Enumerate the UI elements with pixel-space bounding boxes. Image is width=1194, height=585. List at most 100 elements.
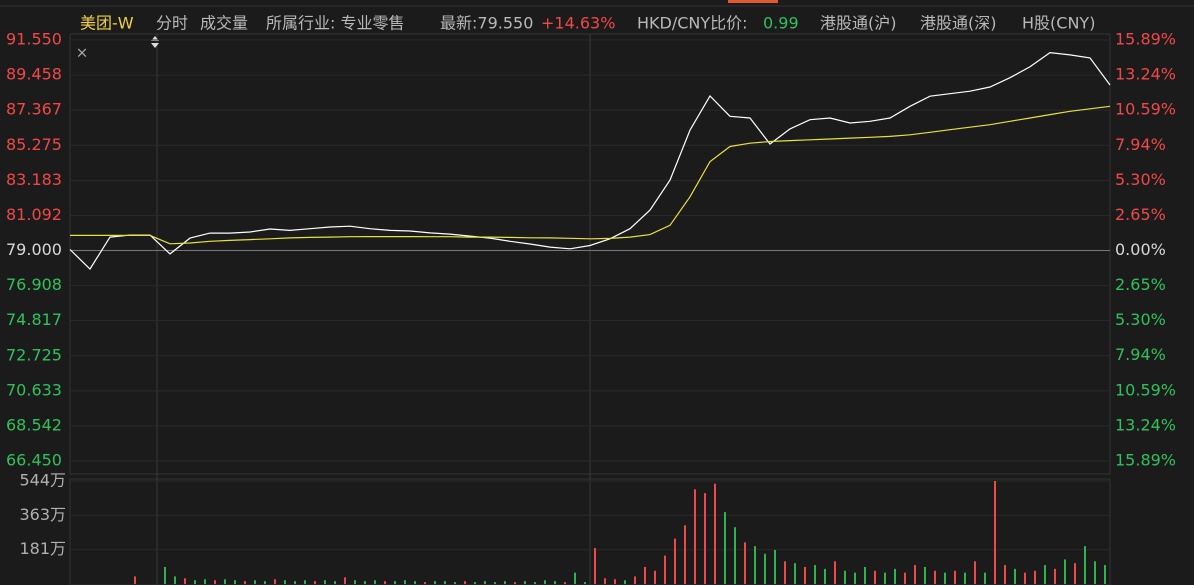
volume-bar (614, 579, 616, 584)
volume-bar (244, 581, 246, 584)
volume-bar (514, 582, 516, 584)
volume-bar (704, 493, 706, 584)
volume-bar (404, 580, 406, 584)
connect-sh[interactable]: 港股通(沪) (820, 14, 897, 33)
volume-bar (624, 580, 626, 584)
volume-bar (224, 579, 226, 584)
industry[interactable]: 所属行业: 专业零售 (266, 14, 404, 33)
tab-intraday[interactable]: 分时 (156, 14, 188, 33)
volume-bar (1084, 546, 1086, 584)
volume-bar (804, 566, 806, 584)
volume-bar (914, 565, 916, 584)
volume-bar (1054, 568, 1056, 584)
volume-bar (194, 580, 196, 584)
volume-bar (504, 581, 506, 584)
plot-area: × (69, 33, 1111, 585)
y2-tick-label: 10.59% (1115, 100, 1176, 119)
volume-bar (354, 580, 356, 584)
close-icon[interactable]: × (76, 44, 89, 62)
volume-bar (364, 581, 366, 584)
volume-bar (134, 576, 136, 584)
volume-bar (254, 580, 256, 584)
volume-bar (744, 542, 746, 584)
volume-bar (534, 582, 536, 584)
volume-bar (474, 582, 476, 584)
volume-bar (464, 581, 466, 584)
y2-tick-label: 13.24% (1115, 65, 1176, 84)
stock-name[interactable]: 美团-W (80, 14, 134, 33)
volume-bar (1014, 568, 1016, 584)
change-percent: +14.63% (541, 14, 615, 33)
y2-tick-label: 7.94% (1115, 345, 1166, 364)
volume-bar (874, 570, 876, 584)
y2-tick-label: 5.30% (1115, 310, 1166, 329)
volume-bar (1044, 565, 1046, 584)
volume-bar (974, 561, 976, 584)
y-tick-label: 72.725 (6, 345, 62, 364)
volume-bar (714, 483, 716, 584)
y-tick-label: 66.450 (6, 451, 62, 470)
volume-bar (784, 561, 786, 584)
h-share[interactable]: H股(CNY) (1022, 14, 1095, 33)
volume-bar (434, 581, 436, 584)
volume-bar (284, 580, 286, 584)
volume-bar (984, 572, 986, 584)
volume-bar (724, 512, 726, 584)
price-line (70, 105, 1111, 245)
y2-tick-label: 0.00% (1115, 240, 1166, 259)
y2-tick-label: 15.89% (1115, 30, 1176, 49)
volume-bar (544, 580, 546, 584)
volume-bar (564, 582, 566, 584)
y-tick-label: 70.633 (6, 380, 62, 399)
volume-bar (654, 570, 656, 584)
y2-tick-label: 7.94% (1115, 135, 1166, 154)
volume-bar (734, 527, 736, 584)
volume-bar (854, 572, 856, 584)
volume-bar (664, 555, 666, 584)
volume-bar (294, 581, 296, 584)
y2-tick-label: 15.89% (1115, 451, 1176, 470)
volume-bar (834, 561, 836, 584)
volume-bar (694, 489, 696, 584)
volume-bar (214, 580, 216, 584)
connect-sz[interactable]: 港股通(深) (920, 14, 997, 33)
y-tick-label: 81.092 (6, 205, 62, 224)
volume-bar (484, 581, 486, 584)
volume-bar (324, 580, 326, 584)
volume-bar (174, 576, 176, 584)
volume-bar (314, 581, 316, 584)
volume-bar (864, 566, 866, 584)
tab-volume[interactable]: 成交量 (200, 14, 248, 33)
y-tick-label: 91.550 (6, 30, 62, 49)
volume-bar (234, 580, 236, 584)
volume-bar (164, 566, 166, 584)
y2-tick-label: 2.65% (1115, 205, 1166, 224)
volume-bar (954, 570, 956, 584)
volume-bar (454, 582, 456, 584)
y-tick-label: 89.458 (6, 65, 62, 84)
price-line (69, 51, 1111, 270)
y-tick-label: 87.367 (6, 100, 62, 119)
y-tick-label: 544万 (19, 471, 66, 490)
volume-bar (884, 572, 886, 584)
y-tick-label: 74.817 (6, 310, 62, 329)
volume-bar (344, 577, 346, 584)
volume-bar (634, 576, 636, 584)
volume-bar (204, 579, 206, 584)
y2-tick-label: 5.30% (1115, 170, 1166, 189)
volume-bar (1074, 563, 1076, 584)
volume-bar (494, 582, 496, 584)
volume-bar (1004, 565, 1006, 584)
volume-bar (824, 568, 826, 584)
volume-bar (774, 549, 776, 584)
volume-bar (904, 572, 906, 584)
volume-bar (524, 581, 526, 584)
latest-price: 最新:79.550 (440, 14, 533, 33)
volume-bar (794, 563, 796, 584)
resize-icon[interactable] (151, 36, 159, 48)
volume-bar (584, 582, 586, 584)
volume-bar (964, 572, 966, 584)
volume-bar (1104, 565, 1106, 584)
